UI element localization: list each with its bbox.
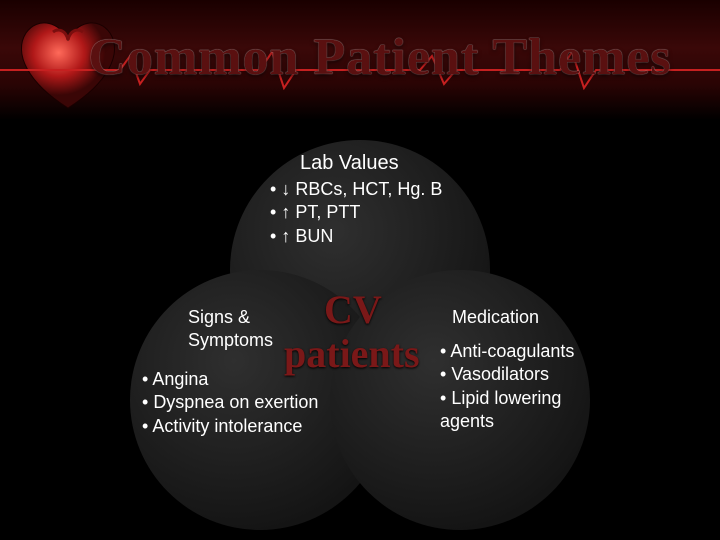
venn-center-line2: patients: [284, 330, 420, 377]
list-item: ↓ RBCs, HCT, Hg. B: [270, 178, 470, 201]
venn-center-line1: CV: [324, 286, 382, 333]
list-item: Dyspnea on exertion: [142, 391, 342, 414]
venn-right-label: Medication: [452, 306, 539, 329]
page-title: Common Patient Themes: [50, 28, 710, 87]
list-item: Activity intolerance: [142, 415, 342, 438]
venn-diagram: Lab Values ↓ RBCs, HCT, Hg. B ↑ PT, PTT …: [100, 130, 620, 530]
venn-top-items: ↓ RBCs, HCT, Hg. B ↑ PT, PTT ↑ BUN: [270, 178, 470, 248]
list-item: Lipid lowering agents: [440, 387, 610, 434]
venn-left-items: Angina Dyspnea on exertion Activity into…: [142, 368, 342, 438]
list-item: ↑ PT, PTT: [270, 201, 470, 224]
list-item: ↑ BUN: [270, 225, 470, 248]
list-item: Anti-coagulants: [440, 340, 610, 363]
venn-top-label: Lab Values: [300, 150, 399, 176]
venn-right-items: Anti-coagulants Vasodilators Lipid lower…: [440, 340, 610, 434]
list-item: Vasodilators: [440, 363, 610, 386]
